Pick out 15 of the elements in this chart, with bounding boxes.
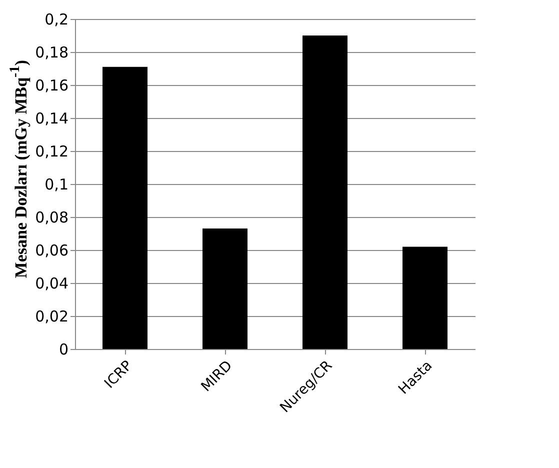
bar [102,66,148,349]
bar [202,228,248,349]
y-tick-label: 0,02 [35,308,68,326]
y-tick-label: 0,2 [44,10,68,28]
y-tick-label: 0,06 [35,242,68,260]
bar [402,246,448,349]
y-tick-label: 0,04 [35,274,68,292]
y-tick-label: 0,1 [44,176,68,194]
y-tick-label: 0,16 [35,76,68,94]
y-tick-label: 0 [58,340,68,358]
bar [302,36,348,349]
y-tick-label: 0,08 [35,208,68,226]
y-tick-label: 0,18 [35,44,68,62]
y-tick-label: 0,14 [35,110,68,128]
y-tick-label: 0,12 [35,142,68,160]
